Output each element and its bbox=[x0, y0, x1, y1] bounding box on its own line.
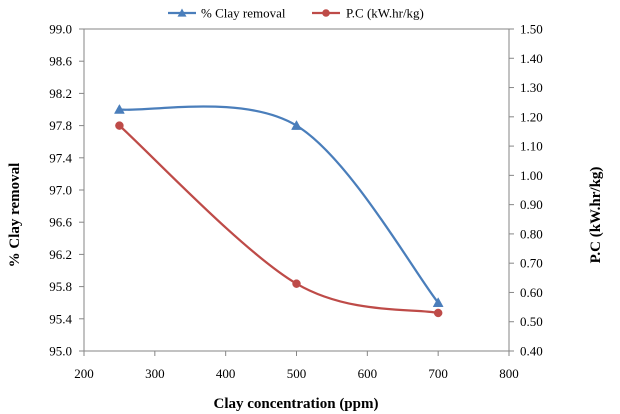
y-right-tick-label: 0.80 bbox=[520, 226, 543, 241]
y-right-tick-label: 0.70 bbox=[520, 256, 543, 271]
y-right-tick-label: 1.00 bbox=[520, 168, 543, 183]
data-point bbox=[292, 279, 301, 288]
y-right-tick-label: 0.90 bbox=[520, 197, 543, 212]
y-axis-left: 95.0 95.4 95.8 96.2 96.6 97.0 97.4 97.8 98.2 98.6… bbox=[49, 22, 84, 359]
data-point bbox=[433, 308, 443, 318]
y-right-tick-label: 1.30 bbox=[520, 80, 543, 95]
y-right-tick-label: 0.40 bbox=[520, 344, 543, 359]
x-tick-label: 500 bbox=[287, 366, 307, 381]
x-tick-label: 600 bbox=[358, 366, 378, 381]
y-left-tick-label: 98.6 bbox=[49, 54, 72, 69]
y-axis-right-title: P.C (kW.hr/kg) bbox=[588, 167, 604, 264]
y-right-tick-label: 0.60 bbox=[520, 285, 543, 300]
x-axis: 200 300 400 500 600 700 800 bbox=[74, 351, 519, 381]
data-point bbox=[432, 297, 444, 307]
x-tick-label: 300 bbox=[145, 366, 165, 381]
y-left-tick-label: 95.0 bbox=[49, 344, 72, 359]
legend-circle-marker bbox=[322, 9, 330, 17]
x-axis-title: Clay concentration (ppm) bbox=[214, 396, 379, 412]
y-left-tick-label: 95.4 bbox=[49, 311, 72, 326]
y-left-tick-label: 98.2 bbox=[49, 86, 72, 101]
series-line bbox=[118, 124, 439, 315]
legend-label: % Clay removal bbox=[201, 6, 286, 21]
plot-area bbox=[83, 28, 510, 352]
legend-item: % Clay removal bbox=[168, 6, 286, 21]
series-clay-removal bbox=[113, 103, 444, 307]
legend: % Clay removal P.C (kW.hr/kg) bbox=[168, 6, 424, 21]
x-tick-label: 800 bbox=[499, 366, 519, 381]
y-left-tick-label: 96.2 bbox=[49, 247, 72, 262]
legend-triangle-marker bbox=[177, 8, 187, 17]
legend-item: P.C (kW.hr/kg) bbox=[312, 6, 424, 21]
y-left-tick-label: 95.8 bbox=[49, 279, 72, 294]
x-tick-label: 700 bbox=[428, 366, 448, 381]
series-layer bbox=[113, 103, 444, 318]
series-pc bbox=[115, 121, 443, 318]
x-tick-label: 400 bbox=[216, 366, 236, 381]
y-left-tick-label: 97.8 bbox=[49, 118, 72, 133]
y-left-tick-label: 96.6 bbox=[49, 215, 72, 230]
y-right-tick-label: 1.20 bbox=[520, 109, 543, 124]
data-point bbox=[113, 103, 125, 114]
data-point bbox=[115, 121, 124, 130]
y-right-tick-label: 1.10 bbox=[520, 139, 543, 154]
y-right-tick-label: 1.40 bbox=[520, 51, 543, 66]
legend-label: P.C (kW.hr/kg) bbox=[346, 6, 424, 21]
data-point bbox=[291, 120, 302, 130]
y-right-tick-label: 0.50 bbox=[520, 314, 543, 329]
y-left-tick-label: 97.4 bbox=[49, 150, 72, 165]
y-left-tick-label: 97.0 bbox=[49, 183, 72, 198]
x-tick-label: 200 bbox=[74, 366, 94, 381]
y-left-tick-label: 99.0 bbox=[49, 22, 72, 37]
y-right-tick-label: 1.50 bbox=[520, 22, 543, 37]
y-axis-right: 0.40 0.50 0.60 0.70 0.80 0.90 1.00 1.10 1.20 1.30… bbox=[509, 22, 543, 359]
y-axis-left-title: % Clay removal bbox=[7, 163, 23, 268]
